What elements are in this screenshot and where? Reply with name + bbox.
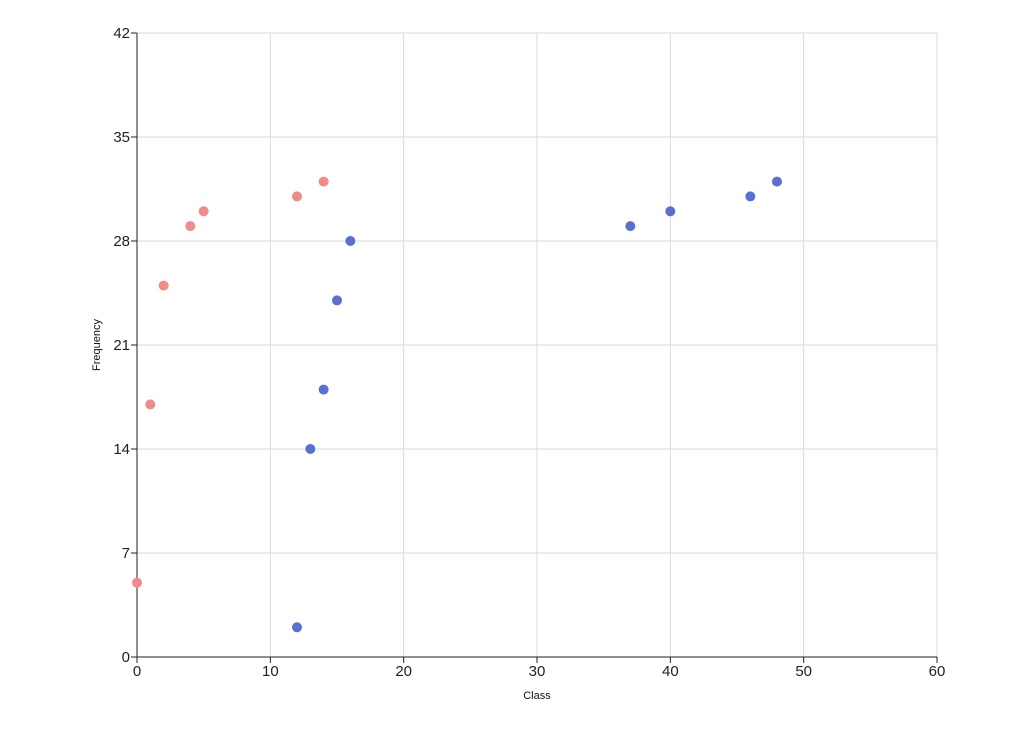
x-axis-title: Class — [523, 690, 551, 702]
data-point-series-2 — [318, 384, 329, 395]
data-point-series-1 — [292, 191, 302, 202]
data-point-series-2 — [305, 444, 316, 454]
y-tick-label: 35 — [113, 129, 130, 146]
x-tick-label: 0 — [133, 663, 141, 680]
y-tick-label: 0 — [122, 649, 130, 666]
data-point-series-2 — [345, 236, 356, 246]
x-tick-label: 40 — [662, 663, 679, 680]
y-tick-label: 42 — [113, 25, 130, 42]
y-tick-label: 14 — [113, 441, 130, 458]
y-tick-label: 7 — [122, 545, 130, 562]
grid — [137, 32, 938, 657]
x-tick-label: 30 — [529, 663, 546, 680]
data-point-series-2 — [292, 622, 302, 633]
data-point-series-2 — [745, 191, 756, 202]
data-point-series-2 — [772, 176, 782, 187]
x-tick-label: 60 — [929, 663, 946, 680]
y-axis-title: Frequency — [91, 319, 103, 371]
tick-labels: 0 10 20 30 40 50 60 0 7 14 21 28 35 42 — [113, 25, 945, 680]
data-point-series-1 — [132, 577, 142, 588]
x-tick-label: 50 — [795, 663, 812, 680]
data-point-series-1 — [318, 176, 329, 187]
axes — [131, 32, 938, 663]
y-tick-label: 28 — [113, 233, 130, 250]
data-point-series-1 — [198, 206, 209, 217]
data-point-series-1 — [185, 221, 196, 232]
x-tick-label: 10 — [262, 663, 279, 680]
data-points — [132, 176, 782, 633]
data-point-series-2 — [665, 206, 676, 217]
data-point-series-2 — [625, 221, 636, 232]
y-tick-label: 21 — [113, 337, 130, 354]
data-point-series-1 — [158, 280, 169, 291]
x-tick-label: 20 — [395, 663, 412, 680]
data-point-series-1 — [145, 399, 156, 410]
data-point-series-2 — [332, 295, 342, 306]
